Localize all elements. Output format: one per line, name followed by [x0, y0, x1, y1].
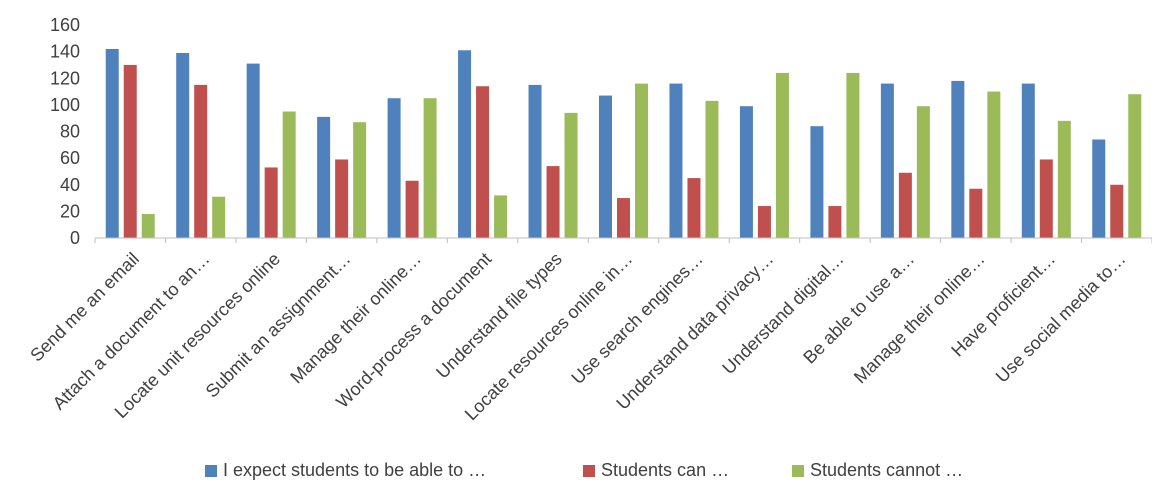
bar	[405, 180, 419, 238]
bar	[458, 50, 472, 239]
bar	[494, 195, 508, 238]
bar	[317, 116, 331, 238]
legend-swatch	[583, 465, 595, 477]
bar	[617, 198, 630, 238]
bar	[528, 84, 542, 238]
y-tick-label: 140	[50, 42, 80, 62]
bar	[353, 122, 367, 238]
bar	[282, 111, 296, 238]
bar	[969, 188, 983, 238]
bar	[1092, 139, 1106, 238]
bar	[1110, 184, 1124, 238]
legend-label: I expect students to be able to …	[223, 460, 486, 480]
bar	[212, 196, 226, 238]
y-tick-label: 120	[50, 68, 80, 88]
bar	[176, 52, 190, 238]
bar	[828, 206, 842, 238]
bar	[987, 91, 1001, 238]
bar	[705, 100, 719, 238]
y-tick-label: 0	[70, 228, 80, 248]
bar	[687, 178, 701, 238]
y-axis: 0 20 40 60 80 100 120 140 160	[50, 15, 80, 248]
bar	[546, 166, 560, 238]
y-tick-label: 100	[50, 95, 80, 115]
bar	[1057, 120, 1071, 238]
bar	[599, 95, 612, 239]
bar	[264, 167, 278, 238]
x-category-label: Use search engines…	[567, 249, 706, 388]
bar	[335, 159, 349, 238]
bars	[105, 48, 1142, 239]
bar	[246, 63, 260, 239]
legend-swatch	[792, 465, 804, 477]
legend: I expect students to be able to … Student…	[205, 460, 963, 480]
bar	[423, 98, 437, 238]
bar	[1021, 83, 1035, 238]
bar	[739, 106, 753, 238]
legend-label: Students cannot …	[810, 460, 963, 480]
bar	[846, 72, 860, 238]
bar	[775, 72, 789, 238]
bar	[898, 172, 912, 238]
y-tick-label: 80	[60, 122, 80, 142]
legend-label: Students can …	[601, 460, 729, 480]
bar	[669, 83, 683, 238]
bar	[1128, 94, 1142, 238]
y-tick-label: 60	[60, 148, 80, 168]
x-category-label: Understand file types	[432, 249, 566, 383]
bar	[387, 98, 401, 238]
x-category-label: Understand digital…	[718, 249, 847, 378]
x-category-label: Manage their online…	[850, 249, 989, 388]
bar	[194, 84, 208, 238]
bar	[757, 206, 771, 238]
x-category-label: Submit an assignment…	[202, 249, 355, 402]
bar	[1039, 159, 1053, 238]
bar	[141, 214, 155, 238]
legend-swatch	[205, 465, 217, 477]
bar	[916, 106, 930, 238]
y-tick-label: 160	[50, 15, 80, 35]
bar	[810, 126, 824, 238]
bar	[564, 112, 578, 238]
x-category-label: Use social media to…	[992, 249, 1130, 387]
bar	[635, 83, 648, 238]
bar	[880, 83, 894, 238]
bar	[105, 48, 119, 239]
x-category-label: Manage their online…	[286, 249, 425, 388]
y-tick-label: 40	[60, 175, 80, 195]
bar	[123, 64, 137, 238]
bar	[476, 86, 490, 238]
y-tick-label: 20	[60, 201, 80, 221]
bar	[951, 80, 965, 238]
